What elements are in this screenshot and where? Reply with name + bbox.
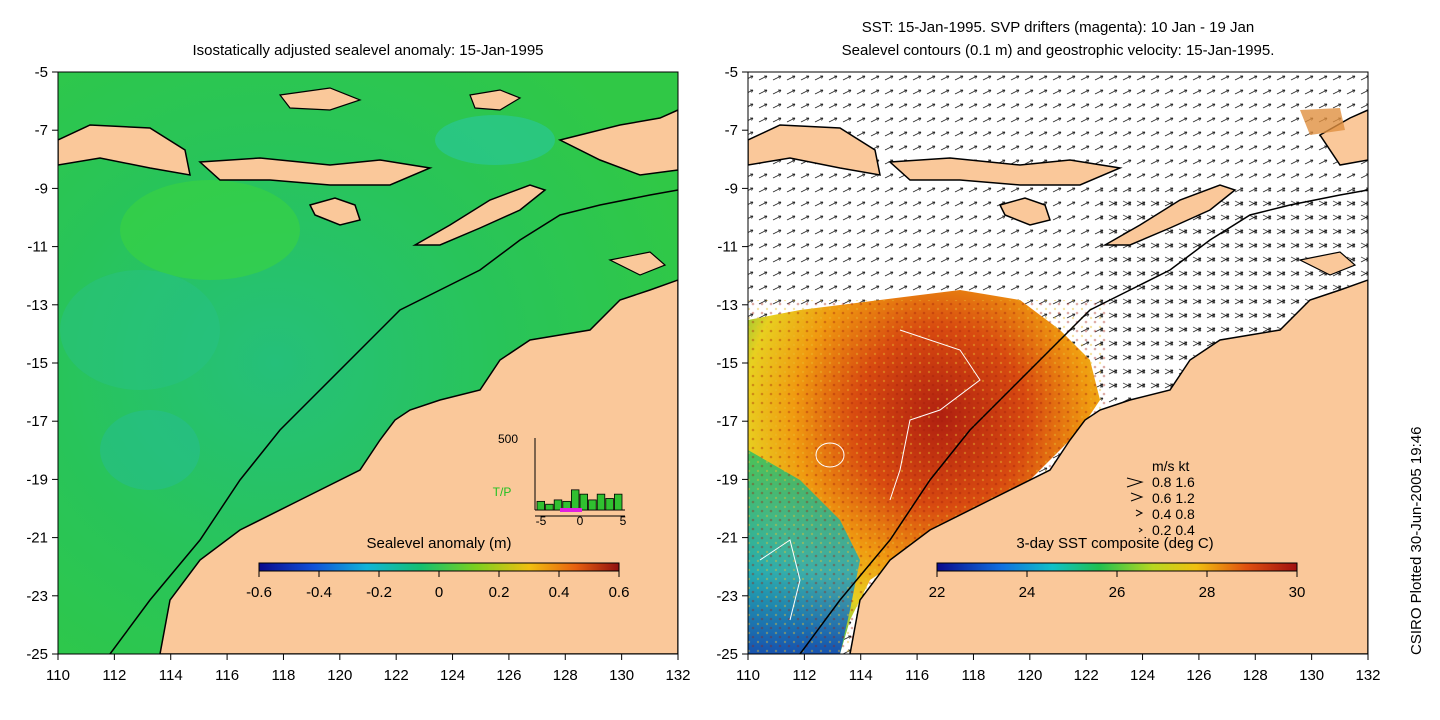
- sealevel-colorbar-tick: 0: [435, 584, 443, 601]
- left-lat-tick: -5: [35, 64, 48, 81]
- right-lat-tick: -21: [716, 530, 738, 547]
- left-lon-tick: 110: [46, 667, 70, 684]
- left-lat-tick: -23: [26, 588, 48, 605]
- inset-bar: [605, 498, 614, 511]
- sst-colorbar-tick: 26: [1109, 584, 1126, 601]
- sealevel-colorbar-tick: -0.2: [366, 584, 392, 601]
- left-lon-tick: 124: [440, 667, 465, 684]
- right-map-title-line1: SST: 15-Jan-1995. SVP drifters (magenta)…: [861, 19, 1255, 36]
- right-lon-tick: 126: [1186, 667, 1211, 684]
- right-lat-tick: -19: [716, 471, 738, 488]
- velocity-legend-row-4: 0.2 0.4: [1152, 522, 1195, 538]
- sealevel-colorbar-tick: -0.4: [306, 584, 332, 601]
- left-lon-tick: 116: [215, 667, 239, 684]
- inset-bar: [614, 493, 623, 511]
- right-lon-tick: 120: [1017, 667, 1042, 684]
- sst-colorbar: [936, 562, 1298, 572]
- right-lat-tick: -5: [725, 64, 738, 81]
- inset-ymax: 500: [498, 432, 518, 446]
- inset-bar: [588, 499, 597, 511]
- sealevel-colorbar-tick: -0.6: [246, 584, 272, 601]
- left-map-title: Isostatically adjusted sealevel anomaly:…: [192, 42, 544, 59]
- inset-bar: [536, 500, 545, 511]
- left-lon-tick: 126: [496, 667, 521, 684]
- left-lon-tick: 130: [609, 667, 634, 684]
- left-lon-tick: 122: [384, 667, 409, 684]
- right-lat-tick: -25: [716, 646, 738, 663]
- inset-x-tick: -5: [536, 514, 547, 528]
- inset-bar: [571, 489, 580, 511]
- right-map-title-line2: Sealevel contours (0.1 m) and geostrophi…: [841, 42, 1275, 59]
- sumba-island: [308, 197, 361, 226]
- right-lon-tick: 132: [1355, 667, 1380, 684]
- sealevel-colorbar: [258, 562, 620, 572]
- right-lon-tick: 128: [1243, 667, 1268, 684]
- velocity-legend-row-2: 0.6 1.2: [1152, 490, 1195, 506]
- right-lon-tick: 122: [1074, 667, 1099, 684]
- right-lat-tick: -11: [717, 239, 738, 256]
- left-lat-tick: -13: [26, 297, 48, 314]
- left-lon-tick: 118: [271, 667, 295, 684]
- tp-inset: 500 T/P -5 0 5: [493, 432, 627, 528]
- left-lat-tick: -15: [26, 355, 48, 372]
- inset-bar: [553, 499, 563, 511]
- right-lat-tick: -9: [725, 180, 738, 197]
- left-lon-tick: 112: [102, 667, 126, 684]
- sst-colorbar-tick: 30: [1289, 584, 1306, 601]
- left-lat-tick: -11: [27, 239, 48, 256]
- right-lat-tick: -13: [716, 297, 738, 314]
- left-lat-tick: -25: [26, 646, 48, 663]
- right-map: [748, 72, 1368, 654]
- left-lat-tick: -17: [26, 413, 48, 430]
- lesser-sunda-islands: [198, 157, 433, 186]
- velocity-legend-header: m/s kt: [1152, 458, 1189, 474]
- velocity-legend-row-1: 0.8 1.6: [1152, 474, 1195, 490]
- right-lon-tick: 118: [961, 667, 985, 684]
- left-lon-tick: 114: [159, 667, 183, 684]
- sealevel-colorbar-tick: 0.2: [489, 584, 510, 601]
- right-lon-tick: 130: [1299, 667, 1324, 684]
- velocity-legend-row-3: 0.4 0.8: [1152, 506, 1195, 522]
- inset-series-label: T/P: [493, 485, 512, 499]
- sealevel-colorbar-tick: 0.4: [549, 584, 570, 601]
- left-lat-tick: -21: [26, 530, 48, 547]
- right-lon-tick: 110: [736, 667, 760, 684]
- inset-x-tick: 0: [577, 514, 584, 528]
- australia-landmass-right: [849, 279, 1368, 654]
- right-lat-tick: -15: [716, 355, 738, 372]
- right-lat-tick: -7: [725, 122, 738, 139]
- timor-island: [412, 184, 547, 246]
- inset-bar: [545, 503, 554, 511]
- bathymetry-contour: [109, 189, 678, 654]
- sst-colorbar-tick: 28: [1199, 584, 1216, 601]
- java-island: [58, 124, 191, 176]
- velocity-legend: m/s kt 0.8 1.6 0.6 1.2 0.4 0.8 0.2 0.4: [1126, 458, 1195, 538]
- sealevel-colorbar-tick: 0.6: [609, 584, 630, 601]
- left-lat-tick: -9: [35, 180, 48, 197]
- inset-bar: [579, 493, 588, 511]
- sst-colorbar-label: 3-day SST composite (deg C): [1016, 535, 1213, 552]
- csiro-plot-stamp: CSIRO Plotted 30-Jun-2005 19:46: [1408, 426, 1425, 655]
- sst-colorbar-tick: 22: [929, 584, 946, 601]
- inset-bar: [596, 493, 606, 511]
- inset-x-tick: 5: [620, 514, 627, 528]
- left-lon-tick: 128: [553, 667, 578, 684]
- right-lon-tick: 112: [792, 667, 816, 684]
- australia-landmass: [159, 279, 678, 654]
- sealevel-colorbar-label: Sealevel anomaly (m): [366, 535, 511, 552]
- left-lon-tick: 132: [665, 667, 690, 684]
- sst-colorbar-tick: 24: [1019, 584, 1036, 601]
- left-lat-tick: -19: [26, 471, 48, 488]
- left-lat-tick: -7: [35, 122, 48, 139]
- left-map: [58, 72, 678, 654]
- left-lon-tick: 120: [327, 667, 352, 684]
- right-lon-tick: 116: [905, 667, 929, 684]
- right-lat-tick: -17: [716, 413, 738, 430]
- right-lon-tick: 124: [1130, 667, 1155, 684]
- right-lon-tick: 114: [849, 667, 873, 684]
- right-lat-tick: -23: [716, 588, 738, 605]
